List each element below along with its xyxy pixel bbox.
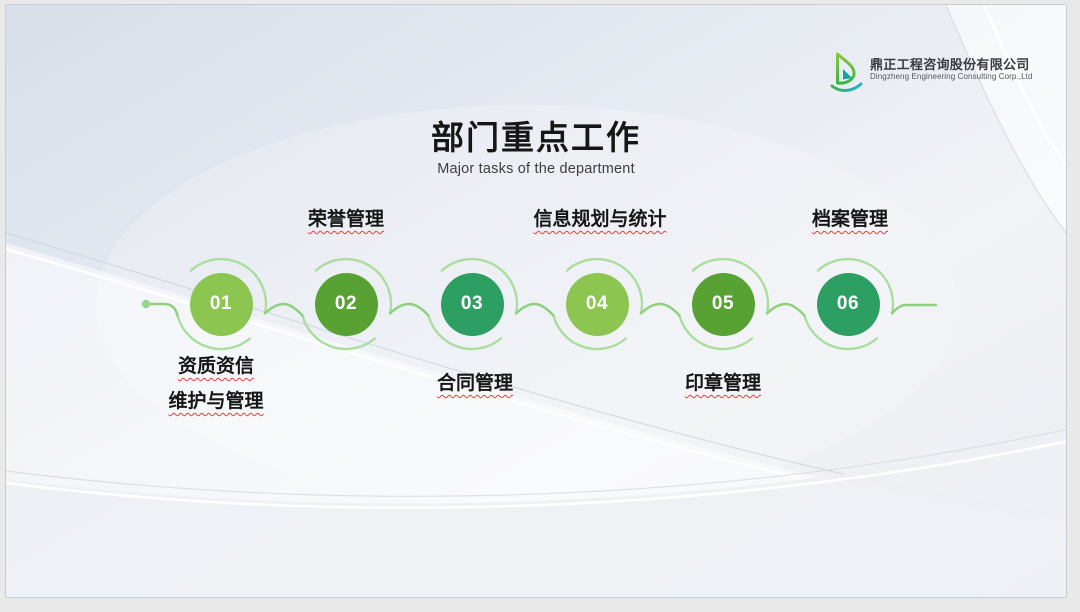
step-circle-6: 06: [816, 272, 880, 336]
step-circle-4: 04: [565, 272, 629, 336]
step-label-5: 印章管理: [613, 373, 833, 395]
step-label-1: 资质资信 维护与管理: [106, 349, 326, 419]
dingzheng-logo-icon: [830, 52, 863, 92]
step-label-4: 信息规划与统计: [490, 209, 710, 231]
timeline-start-dot: [141, 299, 151, 309]
step-label-1-line-1: 资质资信: [177, 356, 254, 377]
step-label-1-line-2: 维护与管理: [168, 391, 264, 412]
slide-subtitle: Major tasks of the department: [437, 161, 635, 177]
process-connector-lines: [141, 257, 938, 351]
step-label-6: 档案管理: [740, 209, 960, 231]
title-block: 部门重点工作 Major tasks of the department: [6, 118, 1066, 179]
step-label-6-text: 档案管理: [811, 209, 888, 230]
company-logo-text: 鼎正工程咨询股份有限公司 Dingzheng Engineering Consu…: [870, 51, 1033, 82]
step-label-3-text: 合同管理: [436, 373, 513, 394]
step-label-4-text: 信息规划与统计: [533, 209, 667, 230]
company-name-cn: 鼎正工程咨询股份有限公司: [870, 57, 1030, 72]
company-logo: 鼎正工程咨询股份有限公司 Dingzheng Engineering Consu…: [830, 51, 1033, 93]
circle-arcs: [176, 257, 895, 351]
slide-title: 部门重点工作: [431, 119, 641, 156]
step-circle-2: 02: [314, 272, 378, 336]
step-circle-3: 03: [440, 272, 504, 336]
step-label-5-text: 印章管理: [684, 373, 761, 394]
step-label-2: 荣誉管理: [236, 209, 456, 231]
connector-segments: [148, 302, 938, 317]
company-name-en: Dingzheng Engineering Consulting Corp.,L…: [870, 72, 1033, 81]
step-circle-1: 01: [189, 272, 253, 336]
step-circle-5: 05: [691, 272, 755, 336]
step-label-3: 合同管理: [365, 373, 585, 395]
slide-canvas: 鼎正工程咨询股份有限公司 Dingzheng Engineering Consu…: [5, 4, 1067, 598]
step-label-2-text: 荣誉管理: [307, 209, 384, 230]
